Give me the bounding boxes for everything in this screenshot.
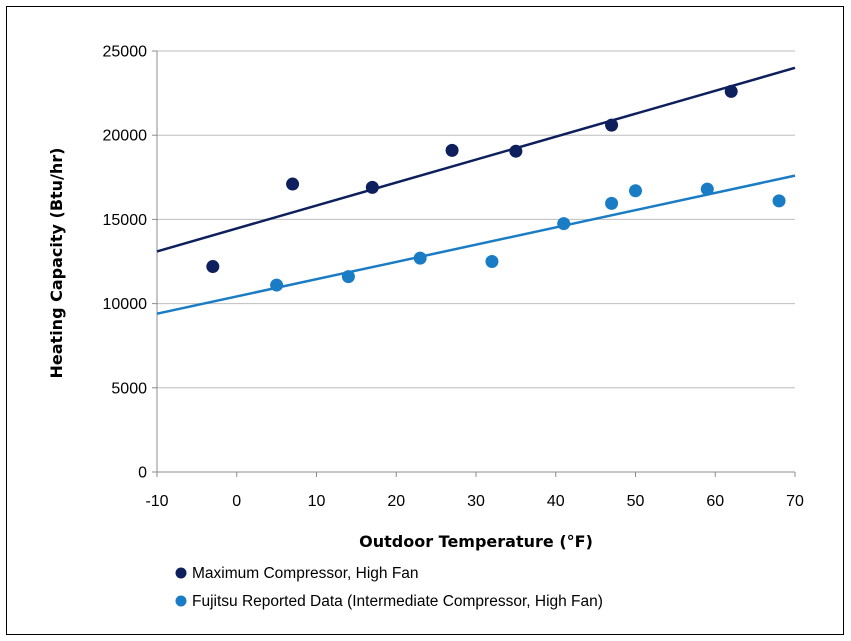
trendline-1 (157, 68, 795, 252)
y-tick-label: 15000 (103, 212, 148, 229)
y-tick-label: 10000 (103, 296, 148, 313)
data-point-series-2 (270, 279, 283, 292)
x-tick-label: 10 (308, 493, 326, 510)
axes (152, 51, 795, 477)
x-tick-label: 0 (232, 493, 241, 510)
y-tick-label: 20000 (103, 128, 148, 145)
x-axis-title: Outdoor Temperature (°F) (359, 532, 593, 551)
y-tick-label: 25000 (103, 44, 148, 61)
data-point-series-1 (286, 178, 299, 191)
data-point-series-1 (366, 181, 379, 194)
data-point-series-1 (509, 145, 522, 158)
y-axis-title: Heating Capacity (Btu/hr) (47, 148, 66, 379)
data-point-series-1 (206, 260, 219, 273)
legend-label-1: Maximum Compressor, High Fan (192, 565, 419, 582)
x-tick-label: 30 (467, 493, 485, 510)
x-tick-label: 70 (786, 493, 804, 510)
x-tick-label: 60 (706, 493, 724, 510)
data-point-series-1 (725, 85, 738, 98)
data-point-series-2 (557, 217, 570, 230)
data-points (206, 85, 785, 292)
data-point-series-2 (629, 184, 642, 197)
y-tick-labels: 0 5000 10000 15000 20000 25000 (103, 44, 148, 482)
legend-marker-1 (176, 568, 187, 579)
data-point-series-2 (605, 197, 618, 210)
data-point-series-1 (446, 144, 459, 157)
x-tick-label: -10 (145, 493, 168, 510)
data-point-series-1 (605, 119, 618, 132)
data-point-series-2 (342, 270, 355, 283)
trendlines (157, 68, 795, 314)
trendline-2 (157, 176, 795, 314)
y-tick-label: 5000 (111, 380, 147, 397)
legend-marker-2 (176, 596, 187, 607)
x-tick-label: 40 (547, 493, 565, 510)
legend-label-2: Fujitsu Reported Data (Intermediate Comp… (192, 593, 603, 610)
data-point-series-2 (701, 183, 714, 196)
data-point-series-2 (414, 252, 427, 265)
data-point-series-2 (485, 255, 498, 268)
x-tick-labels: -10 0 10 20 30 40 50 60 70 (145, 493, 804, 510)
data-point-series-2 (773, 194, 786, 207)
gridlines (157, 51, 795, 388)
legend: Maximum Compressor, High Fan Fujitsu Repo… (176, 565, 603, 610)
y-tick-label: 0 (138, 465, 147, 482)
x-tick-label: 20 (387, 493, 405, 510)
x-tick-label: 50 (627, 493, 645, 510)
